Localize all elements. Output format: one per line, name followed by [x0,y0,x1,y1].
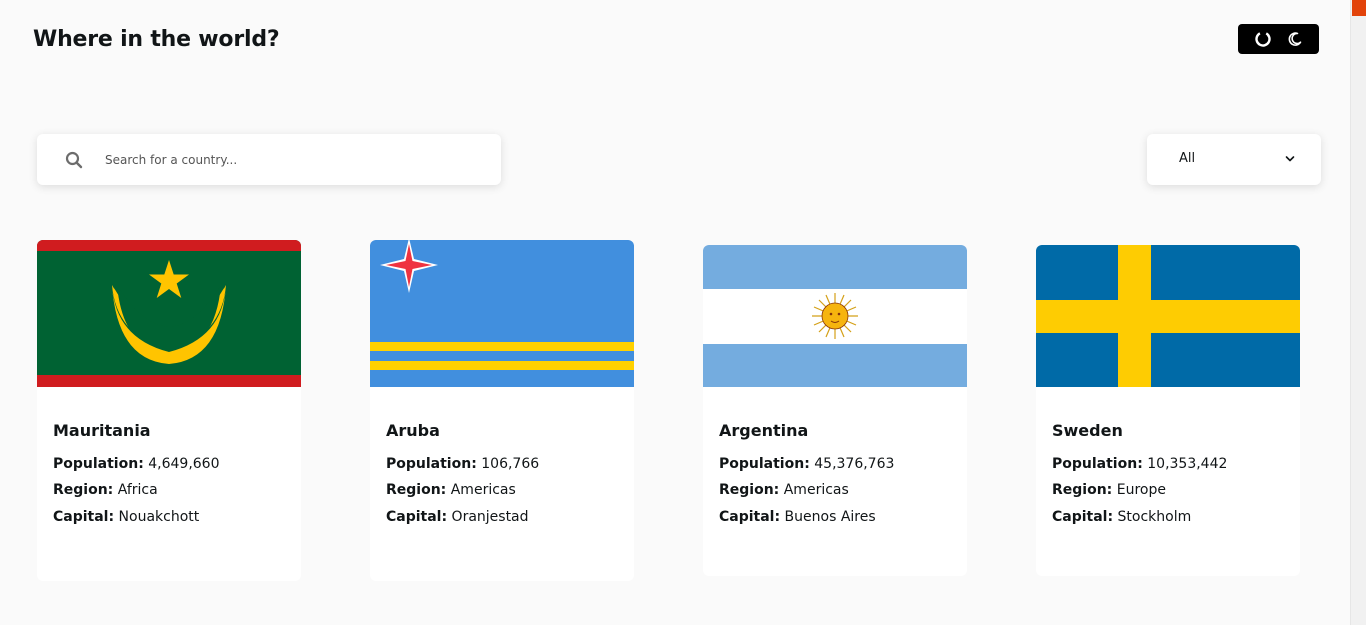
country-card-mauritania[interactable]: Mauritania Population: 4,649,660 Region:… [37,240,301,581]
region-filter-dropdown[interactable]: All [1147,134,1321,185]
capital-label: Capital: [719,509,781,525]
capital-label: Capital: [1052,509,1114,525]
capital-line: Capital: Nouakchott [53,509,199,525]
capital-line: Capital: Oranjestad [386,509,529,525]
moon-icon [1288,32,1302,46]
circle-icon [1255,31,1271,47]
region-line: Region: Americas [719,482,849,498]
capital-line: Capital: Buenos Aires [719,509,876,525]
country-card-sweden[interactable]: Sweden Population: 10,353,442 Region: Eu… [1036,245,1300,576]
population-label: Population: [53,456,144,472]
capital-value: Stockholm [1117,509,1192,525]
search-input[interactable] [105,146,475,174]
region-line: Region: Africa [53,482,158,498]
scrollbar-thumb[interactable] [1352,0,1366,16]
region-value: Americas [450,482,516,498]
population-label: Population: [1052,456,1143,472]
search-icon [65,151,83,169]
region-label: Region: [1052,482,1113,498]
country-name: Mauritania [53,421,151,440]
population-label: Population: [386,456,477,472]
population-line: Population: 10,353,442 [1052,456,1227,472]
region-label: Region: [53,482,114,498]
region-value: Africa [117,482,158,498]
country-name: Aruba [386,421,440,440]
theme-toggle-button[interactable] [1238,24,1319,54]
region-line: Region: Europe [1052,482,1166,498]
page-title: Where in the world? [33,27,280,52]
chevron-down-icon [1285,156,1295,162]
population-value: 10,353,442 [1147,456,1228,472]
sweden-flag-image [1036,245,1300,387]
region-value: Americas [783,482,849,498]
mauritania-flag-image [37,240,301,387]
population-label: Population: [719,456,810,472]
aruba-flag-image [370,240,634,387]
search-box[interactable] [37,134,501,185]
capital-label: Capital: [386,509,448,525]
country-name: Argentina [719,421,809,440]
region-value: Europe [1116,482,1166,498]
population-value: 106,766 [481,456,540,472]
region-label: Region: [719,482,780,498]
region-line: Region: Americas [386,482,516,498]
capital-line: Capital: Stockholm [1052,509,1191,525]
region-label: Region: [386,482,447,498]
region-filter-value: All [1179,151,1196,166]
capital-value: Oranjestad [451,509,529,525]
country-card-argentina[interactable]: Argentina Population: 45,376,763 Region:… [703,245,967,576]
capital-value: Buenos Aires [784,509,876,525]
capital-value: Nouakchott [118,509,200,525]
country-card-aruba[interactable]: Aruba Population: 106,766 Region: Americ… [370,240,634,581]
population-value: 4,649,660 [148,456,220,472]
population-value: 45,376,763 [814,456,895,472]
argentina-flag-image [703,245,967,387]
vertical-scrollbar[interactable] [1350,0,1366,625]
capital-label: Capital: [53,509,115,525]
population-line: Population: 45,376,763 [719,456,894,472]
country-name: Sweden [1052,421,1123,440]
population-line: Population: 4,649,660 [53,456,220,472]
population-line: Population: 106,766 [386,456,539,472]
